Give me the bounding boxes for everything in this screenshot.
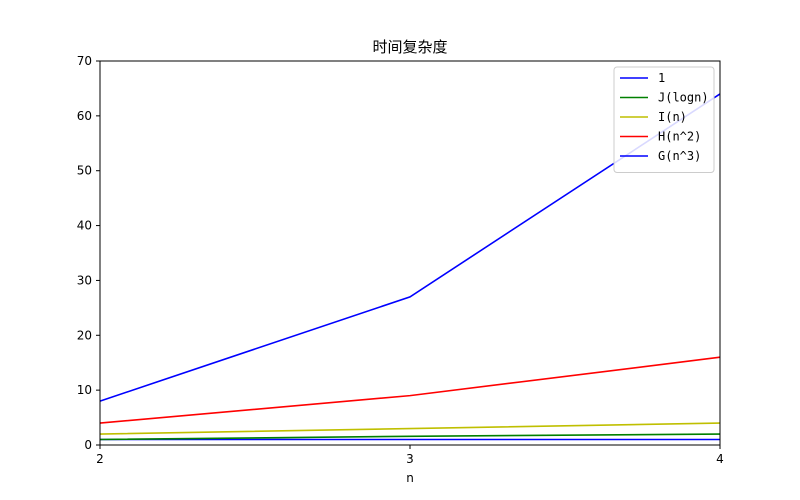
y-tick-label: 60 (77, 109, 92, 123)
x-tick-label: 4 (716, 452, 724, 466)
x-axis-label: n (406, 471, 414, 485)
chart-title: 时间复杂度 (372, 38, 447, 56)
legend-label: I(n) (658, 110, 687, 124)
legend-label: H(n^2) (658, 130, 701, 144)
legend-box (613, 66, 715, 173)
x-axis: 2 3 4 (96, 445, 724, 466)
y-tick-label: 30 (77, 273, 92, 287)
legend-label: J(logn) (658, 91, 709, 105)
legend: 1 J(logn) I(n) H(n^2) G(n^3) (613, 66, 715, 173)
series-line-2 (99, 422, 721, 435)
series-line-3 (99, 356, 721, 424)
legend-label: 1 (658, 71, 665, 85)
legend-label: G(n^3) (658, 149, 701, 163)
x-tick-label: 2 (96, 452, 104, 466)
y-tick-label: 10 (77, 383, 92, 397)
y-tick-label: 50 (77, 164, 92, 178)
y-axis: 0 10 20 30 40 50 60 70 (77, 54, 100, 452)
series-line-1 (99, 433, 721, 441)
y-tick-label: 40 (77, 219, 92, 233)
x-tick-label: 3 (406, 452, 414, 466)
y-tick-label: 70 (77, 54, 92, 68)
y-tick-label: 20 (77, 328, 92, 342)
y-tick-label: 0 (84, 438, 92, 452)
